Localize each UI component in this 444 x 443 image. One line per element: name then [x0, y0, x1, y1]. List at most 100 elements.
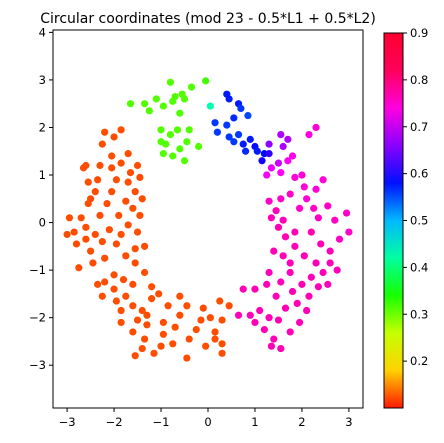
scatter-point [272, 292, 280, 300]
scatter-point [211, 328, 219, 336]
scatter-point [117, 159, 125, 167]
scatter-point [265, 140, 273, 148]
y-tick-label: 4 [39, 25, 46, 39]
scatter-point [270, 247, 278, 255]
scatter-point [284, 135, 292, 143]
scatter-point [82, 161, 90, 170]
colorbar-tick-label: 0.6 [410, 167, 428, 181]
scatter-point [101, 278, 109, 286]
scatter-point [307, 273, 315, 281]
scatter-point [129, 280, 137, 288]
scatter-point [72, 240, 81, 248]
scatter-point [258, 157, 266, 165]
scatter-point [195, 142, 203, 151]
scatter-point [122, 197, 130, 205]
scatter-point [216, 297, 224, 305]
scatter-point [206, 102, 214, 110]
scatter-point [82, 235, 90, 243]
scatter-point [103, 199, 111, 208]
scatter-point [286, 259, 294, 267]
scatter-point [126, 169, 135, 177]
scatter-point [298, 171, 306, 179]
scatter-point [263, 171, 271, 179]
scatter-point [211, 119, 219, 127]
scatter-point [143, 321, 151, 329]
colorbar-tick-label: 0.5 [410, 214, 428, 228]
scatter-point [303, 195, 311, 203]
scatter-point [277, 344, 285, 353]
scatter-point [223, 121, 231, 129]
scatter-point [225, 95, 233, 103]
scatter-point [286, 190, 294, 198]
scatter-point [225, 302, 233, 310]
y-axis: −3 −2 −1 0 1 2 3 4 [29, 25, 53, 372]
scatter-point [138, 344, 146, 353]
scatter-point [183, 138, 191, 146]
scatter-point [140, 335, 149, 343]
x-tick-label: 3 [345, 415, 352, 429]
x-tick-label: −3 [59, 415, 76, 429]
scatter-point [115, 211, 123, 220]
scatter-point [159, 102, 167, 110]
scatter-point [143, 311, 151, 319]
scatter-point [213, 128, 221, 136]
scatter-point [312, 123, 320, 132]
scatter-point [98, 140, 106, 148]
scatter-point [148, 295, 156, 303]
scatter-point [314, 283, 322, 291]
scatter-point [157, 126, 165, 134]
scatter-point [253, 147, 261, 155]
scatter-point [225, 133, 233, 141]
scatter-point [101, 128, 109, 136]
scatter-point [305, 292, 313, 300]
scatter-point [305, 131, 313, 139]
scatter-point [291, 228, 299, 236]
scatter-point [133, 228, 142, 236]
scatter-point [298, 280, 306, 288]
scatter-point [277, 169, 285, 177]
scatter-point [202, 342, 210, 350]
scatter-point [263, 280, 271, 288]
scatter-point [288, 152, 297, 160]
y-tick-label: −1 [29, 263, 46, 277]
scatter-point [279, 252, 287, 260]
scatter-point [331, 216, 339, 224]
scatter-point [65, 214, 74, 222]
scatter-point [274, 159, 283, 167]
scatter-point [157, 342, 165, 350]
colorbar-tick-label: 0.4 [410, 260, 428, 274]
scatter-point [176, 292, 184, 300]
scatter-point [183, 354, 191, 362]
y-tick-label: −2 [29, 311, 46, 325]
scatter-point [317, 240, 325, 248]
scatter-point [155, 290, 163, 298]
scatter-point [211, 335, 219, 343]
scatter-point [335, 235, 344, 243]
scatter-point [291, 242, 299, 250]
scatter-point [192, 325, 200, 334]
scatter-point [136, 173, 144, 181]
scatter-point [267, 342, 276, 350]
scatter-point [218, 316, 226, 324]
scatter-point [152, 95, 160, 103]
scatter-point [246, 311, 254, 319]
scatter-point [108, 152, 116, 160]
scatter-point [150, 349, 158, 357]
scatter-point [342, 209, 351, 217]
scatter-point [126, 100, 135, 108]
scatter-point [110, 133, 118, 141]
scatter-point [131, 352, 139, 360]
scatter-point [96, 161, 104, 170]
x-tick-label: 1 [251, 415, 258, 429]
y-tick-label: 2 [39, 120, 46, 134]
scatter-point [91, 230, 99, 239]
scatter-point [159, 150, 167, 158]
scatter-point [286, 328, 294, 336]
scatter-point [94, 176, 102, 184]
scatter-point [295, 318, 304, 327]
scatter-point [133, 161, 142, 170]
scatter-point [265, 150, 273, 158]
scatter-point [101, 254, 109, 262]
scatter-point [145, 107, 153, 115]
scatter-point [98, 237, 106, 246]
